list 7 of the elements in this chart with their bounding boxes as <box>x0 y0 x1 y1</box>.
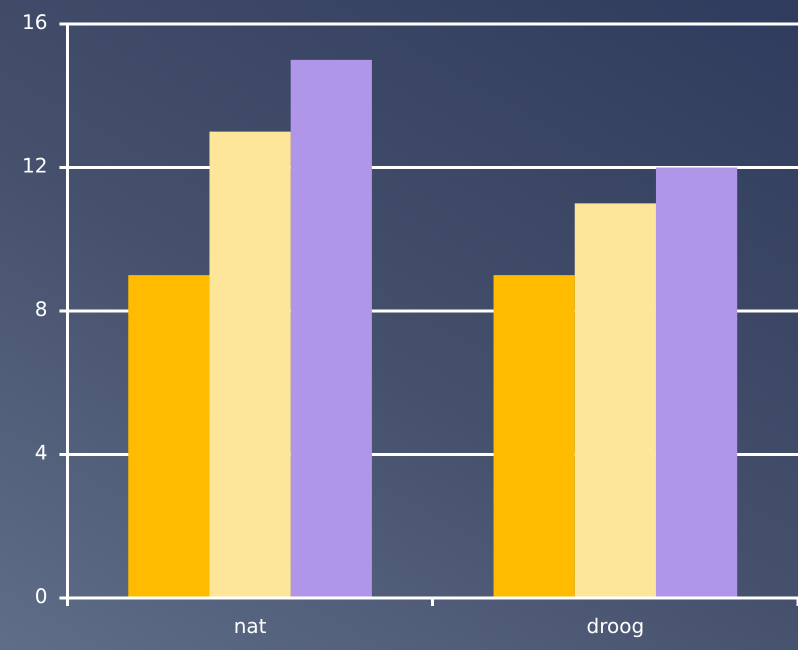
y-tick-label: 8 <box>34 297 48 322</box>
y-tick-label: 16 <box>22 10 48 34</box>
y-tick-label: 4 <box>34 440 48 465</box>
x-tick-label: droog <box>586 614 644 638</box>
x-tick-label: nat <box>234 614 267 638</box>
y-tick-label: 12 <box>22 154 48 178</box>
y-tick-label: 0 <box>34 584 48 608</box>
